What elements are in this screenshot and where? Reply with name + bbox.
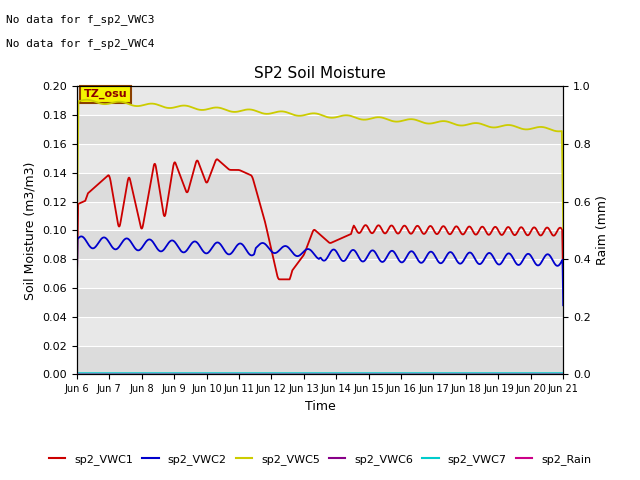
Bar <box>77 230 563 259</box>
Bar <box>77 259 563 288</box>
Bar <box>77 86 563 115</box>
Bar <box>77 144 563 173</box>
Bar <box>77 115 563 144</box>
Bar <box>77 317 563 346</box>
Text: TZ_osu: TZ_osu <box>84 89 127 99</box>
Y-axis label: Raim (mm): Raim (mm) <box>596 195 609 265</box>
Bar <box>77 288 563 317</box>
Y-axis label: Soil Moisture (m3/m3): Soil Moisture (m3/m3) <box>24 161 36 300</box>
X-axis label: Time: Time <box>305 400 335 413</box>
Bar <box>77 202 563 230</box>
Legend: sp2_VWC1, sp2_VWC2, sp2_VWC5, sp2_VWC6, sp2_VWC7, sp2_Rain: sp2_VWC1, sp2_VWC2, sp2_VWC5, sp2_VWC6, … <box>44 450 596 469</box>
Title: SP2 Soil Moisture: SP2 Soil Moisture <box>254 66 386 81</box>
Bar <box>77 173 563 202</box>
Text: No data for f_sp2_VWC3: No data for f_sp2_VWC3 <box>6 14 155 25</box>
Text: No data for f_sp2_VWC4: No data for f_sp2_VWC4 <box>6 38 155 49</box>
Bar <box>77 346 563 374</box>
